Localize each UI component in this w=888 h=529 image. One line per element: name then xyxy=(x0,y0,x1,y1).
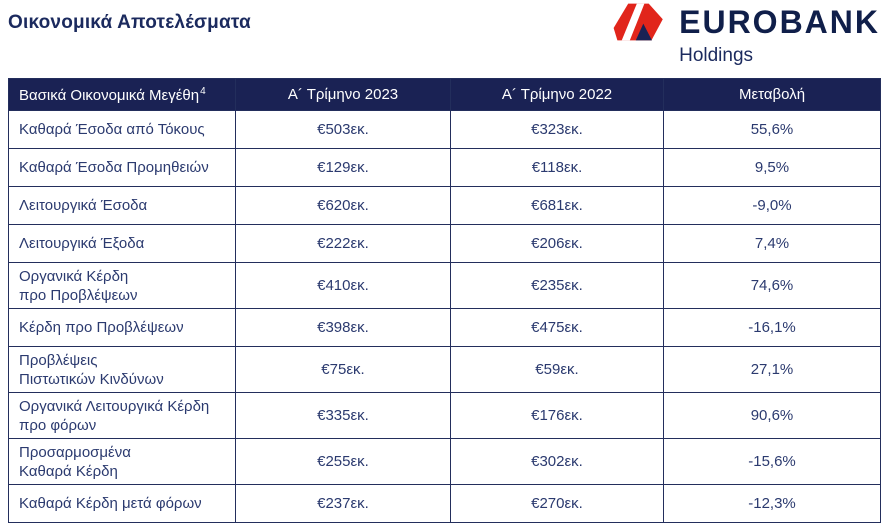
value-q1-2022: €270εκ. xyxy=(450,484,664,523)
value-change: 90,6% xyxy=(663,392,881,439)
table-row: Οργανικά Κέρδη προ Προβλέψεων €410εκ. €2… xyxy=(8,262,881,309)
value-q1-2023: €503εκ. xyxy=(235,110,451,149)
financial-results-table: Βασικά Οικονομικά Μεγέθη4 Α´ Τρίμηνο 202… xyxy=(8,78,881,523)
table-row: Οργανικά Λειτουργικά Κέρδη προ φόρων €33… xyxy=(8,392,881,439)
value-change: 55,6% xyxy=(663,110,881,149)
value-q1-2023: €255εκ. xyxy=(235,438,451,485)
value-q1-2023: €222εκ. xyxy=(235,224,451,263)
value-q1-2022: €176εκ. xyxy=(450,392,664,439)
col-header-q1-2023: Α´ Τρίμηνο 2023 xyxy=(235,78,451,111)
metric-label: Οργανικά Λειτουργικά Κέρδη προ φόρων xyxy=(8,392,236,439)
value-change: -16,1% xyxy=(663,308,881,347)
eurobank-logo-icon xyxy=(613,3,663,41)
value-change: 9,5% xyxy=(663,148,881,187)
table-header-row: Βασικά Οικονομικά Μεγέθη4 Α´ Τρίμηνο 202… xyxy=(8,78,881,111)
brand-subtitle: Holdings xyxy=(679,45,754,66)
value-q1-2022: €118εκ. xyxy=(450,148,664,187)
table-row: Καθαρά Έσοδα από Τόκους €503εκ. €323εκ. … xyxy=(8,110,881,149)
col-header-metrics-label: Βασικά Οικονομικά Μεγέθη xyxy=(19,86,200,104)
metric-label: Λειτουργικά Έξοδα xyxy=(8,224,236,263)
metric-label: Καθαρά Έσοδα από Τόκους xyxy=(8,110,236,149)
value-q1-2023: €237εκ. xyxy=(235,484,451,523)
col-header-change: Μεταβολή xyxy=(663,78,881,111)
value-q1-2022: €302εκ. xyxy=(450,438,664,485)
col-header-q1-2022: Α´ Τρίμηνο 2022 xyxy=(450,78,664,111)
value-change: 74,6% xyxy=(663,262,881,309)
value-change: -12,3% xyxy=(663,484,881,523)
value-change: 7,4% xyxy=(663,224,881,263)
metric-label: Καθαρά Κέρδη μετά φόρων xyxy=(8,484,236,523)
value-q1-2023: €620εκ. xyxy=(235,186,451,225)
table-row: Λειτουργικά Έσοδα €620εκ. €681εκ. -9,0% xyxy=(8,186,881,225)
page-title: Οικονομικά Αποτελέσματα xyxy=(8,12,251,33)
metric-label: Οργανικά Κέρδη προ Προβλέψεων xyxy=(8,262,236,309)
table-row: Καθαρά Έσοδα Προμηθειών €129εκ. €118εκ. … xyxy=(8,148,881,187)
value-q1-2022: €206εκ. xyxy=(450,224,664,263)
table-row: Προσαρμοσμένα Καθαρά Κέρδη €255εκ. €302ε… xyxy=(8,438,881,485)
value-q1-2023: €410εκ. xyxy=(235,262,451,309)
brand-logo-row: EUROBANK xyxy=(612,2,880,42)
value-change: -9,0% xyxy=(663,186,881,225)
value-q1-2022: €475εκ. xyxy=(450,308,664,347)
brand-wordmark: EUROBANK xyxy=(679,4,880,40)
metric-label: Προσαρμοσμένα Καθαρά Κέρδη xyxy=(8,438,236,485)
metric-label: Λειτουργικά Έσοδα xyxy=(8,186,236,225)
value-change: 27,1% xyxy=(663,346,881,393)
value-q1-2022: €323εκ. xyxy=(450,110,664,149)
value-q1-2023: €129εκ. xyxy=(235,148,451,187)
value-q1-2023: €335εκ. xyxy=(235,392,451,439)
value-q1-2022: €235εκ. xyxy=(450,262,664,309)
col-header-metrics: Βασικά Οικονομικά Μεγέθη4 xyxy=(8,78,236,111)
value-q1-2023: €398εκ. xyxy=(235,308,451,347)
value-change: -15,6% xyxy=(663,438,881,485)
metric-label: Προβλέψεις Πιστωτικών Κινδύνων xyxy=(8,346,236,393)
table-row: Κέρδη προ Προβλέψεων €398εκ. €475εκ. -16… xyxy=(8,308,881,347)
table-row: Προβλέψεις Πιστωτικών Κινδύνων €75εκ. €5… xyxy=(8,346,881,393)
metric-label: Καθαρά Έσοδα Προμηθειών xyxy=(8,148,236,187)
value-q1-2022: €681εκ. xyxy=(450,186,664,225)
brand-block: EUROBANK Holdings xyxy=(612,0,888,67)
footnote-marker: 4 xyxy=(200,85,206,97)
metric-label: Κέρδη προ Προβλέψεων xyxy=(8,308,236,347)
page-header: Οικονομικά Αποτελέσματα EUROBANK Holding… xyxy=(0,0,888,67)
value-q1-2022: €59εκ. xyxy=(450,346,664,393)
table-row: Καθαρά Κέρδη μετά φόρων €237εκ. €270εκ. … xyxy=(8,484,881,523)
table-row: Λειτουργικά Έξοδα €222εκ. €206εκ. 7,4% xyxy=(8,224,881,263)
value-q1-2023: €75εκ. xyxy=(235,346,451,393)
